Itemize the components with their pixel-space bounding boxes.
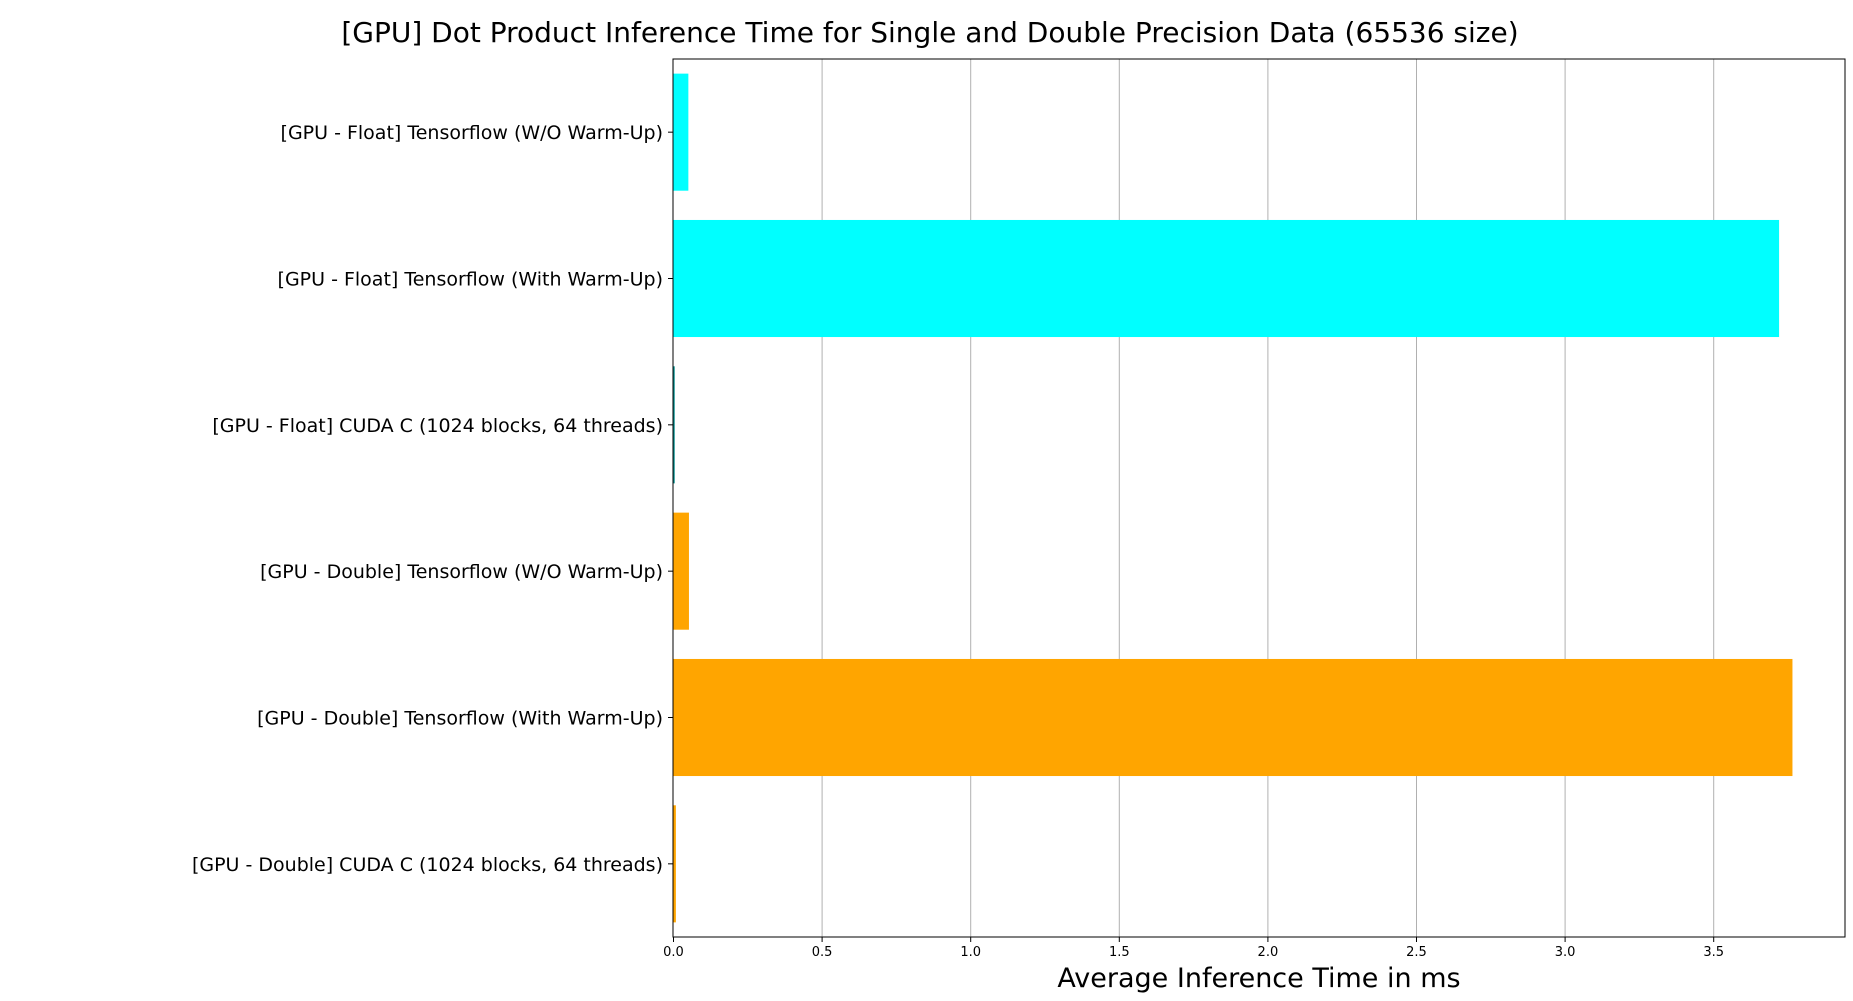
plot-frame [672,58,1846,938]
x-tick-label: 0.0 [663,945,684,960]
x-tick-label: 3.0 [1555,945,1576,960]
bar [673,366,675,484]
x-tick-label: 1.0 [960,945,981,960]
x-tick-label: 1.5 [1109,945,1130,960]
x-axis-label: Average Inference Time in ms [1057,963,1460,994]
bars [673,73,1793,923]
x-tick-label: 0.5 [812,945,833,960]
bar [673,219,1780,338]
category-label: [GPU - Double] Tensorflow (With Warm-Up) [257,708,663,730]
x-tick-label: 2.0 [1258,945,1279,960]
chart-title: [GPU] Dot Product Inference Time for Sin… [341,16,1518,49]
bar [673,73,689,191]
x-tick-label: 3.5 [1703,945,1724,960]
category-label: [GPU - Double] CUDA C (1024 blocks, 64 t… [192,854,663,876]
bar [673,512,689,630]
x-tick-label: 2.5 [1406,945,1427,960]
grid-lines [821,59,1715,937]
category-label: [GPU - Float] Tensorflow (With Warm-Up) [278,269,663,291]
category-label: [GPU - Float] Tensorflow (W/O Warm-Up) [281,122,663,144]
category-axis: [GPU - Float] Tensorflow (W/O Warm-Up) [G… [192,122,673,876]
x-axis: 0.0 0.5 1.0 1.5 2.0 2.5 3.0 3.5 [663,937,1724,960]
bar [673,658,1793,777]
bar [673,805,676,923]
category-label: [GPU - Double] Tensorflow (W/O Warm-Up) [260,561,663,583]
category-label: [GPU - Float] CUDA C (1024 blocks, 64 th… [212,415,663,437]
